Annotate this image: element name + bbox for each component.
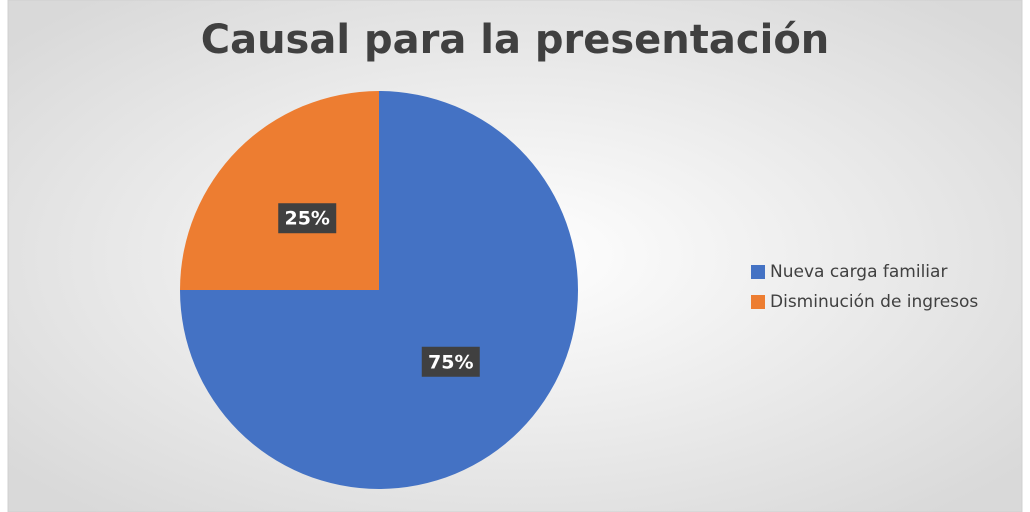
pie-slice xyxy=(180,91,379,290)
legend-swatch xyxy=(751,265,765,279)
legend-label: Disminución de ingresos xyxy=(770,292,978,312)
data-label-box xyxy=(421,346,480,377)
legend-swatch xyxy=(751,295,765,309)
chart-title: Causal para la presentación xyxy=(201,17,830,63)
data-label-box xyxy=(278,203,337,234)
data-label: 25% xyxy=(284,208,329,230)
data-label: 75% xyxy=(428,351,473,373)
legend-label: Nueva carga familiar xyxy=(770,262,947,282)
